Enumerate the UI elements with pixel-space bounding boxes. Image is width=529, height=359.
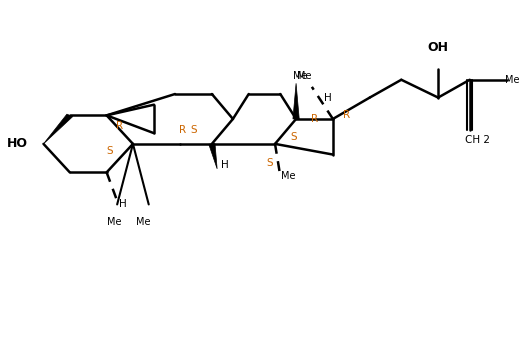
Polygon shape bbox=[43, 114, 72, 144]
Polygon shape bbox=[293, 83, 299, 119]
Text: R: R bbox=[342, 110, 350, 120]
Text: Me: Me bbox=[293, 71, 307, 81]
Text: H: H bbox=[324, 93, 332, 103]
Text: S: S bbox=[190, 125, 197, 135]
Text: CH 2: CH 2 bbox=[465, 135, 490, 145]
Text: Me: Me bbox=[107, 217, 122, 227]
Text: S: S bbox=[290, 132, 297, 142]
Text: H: H bbox=[221, 160, 229, 170]
Text: R: R bbox=[179, 125, 187, 135]
Text: HO: HO bbox=[7, 137, 28, 150]
Text: Me: Me bbox=[505, 75, 519, 85]
Text: OH: OH bbox=[427, 41, 449, 54]
Polygon shape bbox=[209, 144, 217, 169]
Text: Me: Me bbox=[281, 171, 295, 181]
Text: S: S bbox=[106, 146, 113, 156]
Text: H: H bbox=[118, 200, 126, 209]
Text: Me: Me bbox=[297, 71, 311, 81]
Text: Me: Me bbox=[136, 217, 151, 227]
Text: R: R bbox=[311, 114, 318, 124]
Text: S: S bbox=[267, 158, 273, 168]
Text: R: R bbox=[116, 121, 123, 131]
